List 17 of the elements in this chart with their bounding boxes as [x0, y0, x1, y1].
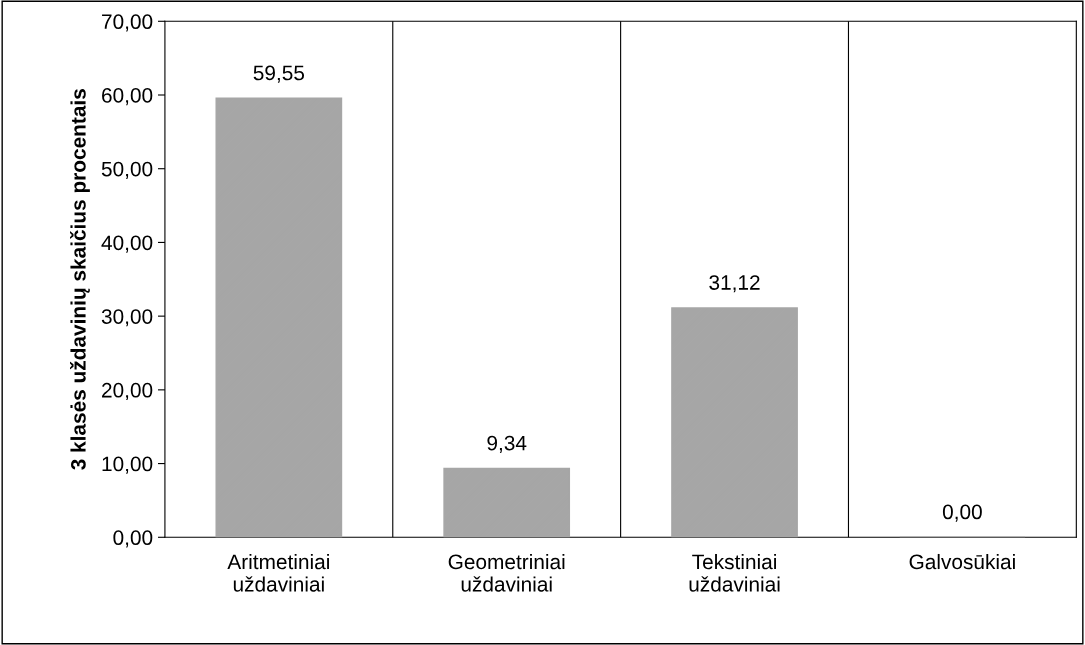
- y-tick-label: 70,00: [102, 14, 153, 32]
- y-tick-label: 50,00: [101, 161, 153, 179]
- data-label: 0,00: [942, 504, 982, 522]
- y-axis-title: 3 klasės uždavinių skaičius procentais: [70, 89, 90, 470]
- x-tick-label: Galvosūkiai: [909, 553, 1015, 570]
- x-tick-label: Aritmetiniai uždaviniai: [227, 553, 329, 592]
- x-tick-label: Geometriniai uždaviniai: [448, 553, 565, 592]
- data-label: 31,12: [709, 275, 760, 293]
- y-tick-label: 10,00: [102, 456, 153, 474]
- data-label: 59,55: [253, 65, 305, 83]
- y-tick-label: 0,00: [113, 530, 153, 548]
- x-tick-label: Tekstiniai uždaviniai: [689, 553, 780, 592]
- y-tick-label: 30,00: [101, 309, 153, 327]
- y-tick-label: 60,00: [102, 88, 153, 106]
- y-tick-label: 20,00: [102, 382, 153, 401]
- y-tick-label: 40,00: [101, 235, 153, 253]
- data-label: 9,34: [487, 435, 527, 453]
